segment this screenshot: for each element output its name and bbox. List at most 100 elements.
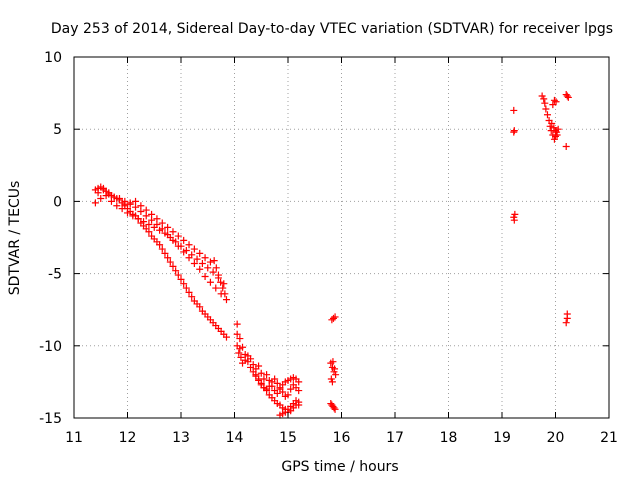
data-point [201,272,209,280]
data-point [204,264,212,272]
data-point [542,105,550,113]
data-point [217,278,225,286]
data-point [284,391,292,399]
data-point [140,218,148,226]
y-tick-label: 5 [53,122,62,138]
data-point [113,202,121,210]
data-point [206,258,214,266]
data-point [295,401,303,409]
data-point [180,236,188,244]
data-point [273,389,281,397]
data-point [164,254,172,262]
data-point [156,226,164,234]
data-point [265,382,273,390]
data-point [166,258,174,266]
data-point [220,280,228,288]
data-point [279,388,287,396]
data-point [212,264,220,272]
data-point [332,371,340,379]
x-tick-label: 17 [386,430,404,446]
data-point [161,229,169,237]
data-point [137,202,145,210]
data-point [177,275,185,283]
data-point [156,241,164,249]
x-tick-label: 19 [493,430,511,446]
x-tick-label: 13 [172,430,190,446]
data-point [142,206,150,214]
data-point [255,375,263,383]
data-point [212,284,220,292]
data-point [210,257,218,265]
x-tick-label: 20 [547,430,565,446]
data-point [552,127,559,135]
data-point [552,98,560,106]
data-point [273,379,281,387]
data-point [196,303,204,311]
data-point [222,333,230,341]
x-tick-label: 15 [279,430,297,446]
data-point [221,290,229,298]
data-point [510,216,518,224]
data-point [94,189,102,197]
data-point [255,362,263,370]
x-tick-label: 16 [333,430,351,446]
data-point [158,219,166,227]
data-point [158,245,166,253]
data-point [91,199,99,207]
axis-ticks [73,56,610,419]
data-point [235,349,243,357]
data-point [247,363,255,371]
data-point [124,209,131,217]
data-point [169,228,177,236]
data-point [193,255,201,263]
data-point [172,238,180,246]
data-point [99,186,107,194]
data-point [257,369,265,377]
data-point [180,280,188,288]
data-point [185,288,193,296]
data-point [331,405,339,413]
data-point [164,223,172,231]
data-point [330,404,338,412]
data-point [102,192,110,200]
y-tick-label: -15 [39,411,62,427]
data-point [188,293,196,301]
data-point [292,397,300,405]
data-point [295,378,303,386]
data-point [161,249,169,257]
x-tick-labels: 11 12 13 14 15 16 17 18 19 20 21 [65,430,618,446]
x-tick-label: 21 [600,430,618,446]
data-point [166,234,174,241]
data-point [182,284,190,292]
data-point [174,271,182,279]
data-point [182,246,190,254]
y-tick-labels: 10 5 0 -5 -10 -15 [39,50,62,427]
data-point [134,215,142,223]
data-point [244,358,252,366]
data-point [145,228,153,236]
grid [74,57,609,418]
data-point [129,212,137,220]
data-point [177,242,185,250]
x-tick-label: 12 [119,430,137,446]
data-point [118,205,126,213]
data-point [233,320,241,328]
data-point [563,314,571,322]
data-point [564,93,572,101]
data-point [188,251,196,259]
data-point [190,245,198,253]
data-point [563,92,571,100]
x-tick-label: 14 [226,430,244,446]
data-point [562,143,570,151]
data-point [132,197,140,205]
x-tick-label: 11 [65,430,83,446]
data-point [169,262,177,270]
data-point [198,259,206,267]
data-point [328,378,336,386]
data-point [121,200,129,208]
data-point [209,268,217,276]
data-point [287,385,295,393]
chart-title: Day 253 of 2014, Sidereal Day-to-day VTE… [51,21,613,37]
data-point [236,335,244,343]
